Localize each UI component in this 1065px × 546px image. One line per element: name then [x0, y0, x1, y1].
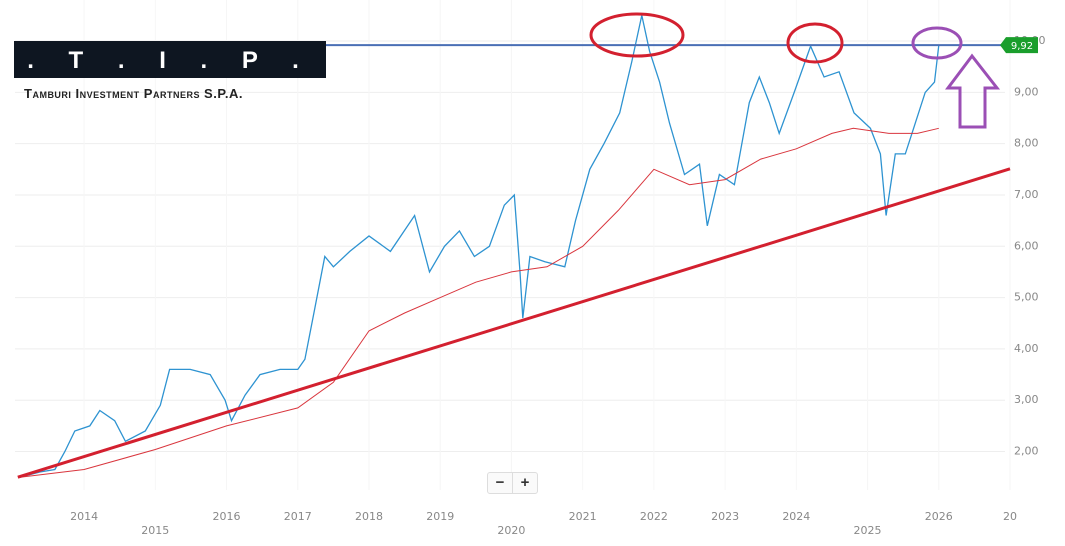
zoom-in[interactable]: + — [512, 473, 537, 493]
y-tick-label: 7,00 — [1014, 188, 1039, 201]
y-tick-label: 6,00 — [1014, 239, 1039, 252]
x-tick-label: 2017 — [284, 510, 312, 523]
series-line — [19, 15, 940, 478]
series-line — [19, 127, 939, 478]
logo: . T . I . P . — [14, 41, 326, 78]
x-tick-label: 2020 — [497, 524, 525, 537]
x-tick-label: 2024 — [782, 510, 810, 523]
y-tick-label: 9,00 — [1014, 85, 1039, 98]
x-tick-label: 2023 — [711, 510, 739, 523]
grid — [15, 0, 1011, 490]
x-tick-label: 20 — [1003, 510, 1017, 523]
price-tag-label: 9,92 — [1011, 41, 1033, 52]
x-tick-label: 2022 — [640, 510, 668, 523]
y-tick-label: 2,00 — [1014, 445, 1039, 458]
price-tag — [1000, 37, 1038, 54]
x-tick-label: 2015 — [141, 524, 169, 537]
x-tick-label: 2021 — [569, 510, 597, 523]
up-arrow — [945, 53, 1001, 129]
x-tick-label: 2016 — [213, 510, 241, 523]
y-tick-label: 5,00 — [1014, 291, 1039, 304]
y-tick-label: 3,00 — [1014, 393, 1039, 406]
series-line — [17, 167, 1011, 479]
highlight-ellipse — [786, 22, 844, 64]
x-tick-label: 2025 — [854, 524, 882, 537]
x-tick-label: 2019 — [426, 510, 454, 523]
logo-name: Tamburi Investment Partners S.P.A. — [24, 86, 243, 101]
y-tick-label: 8,00 — [1014, 137, 1039, 150]
highlight-ellipse — [911, 26, 963, 60]
zoom-out[interactable]: − — [495, 474, 505, 491]
x-tick-label: 2026 — [925, 510, 953, 523]
zoom-controls: − + — [487, 472, 538, 494]
x-tick-label: 2018 — [355, 510, 383, 523]
lines — [17, 15, 1011, 479]
labels: 2,003,004,005,006,007,008,009,0010,00201… — [70, 34, 1045, 537]
highlight-ellipse — [589, 12, 685, 58]
y-tick-label: 4,00 — [1014, 342, 1039, 355]
x-tick-label: 2014 — [70, 510, 98, 523]
